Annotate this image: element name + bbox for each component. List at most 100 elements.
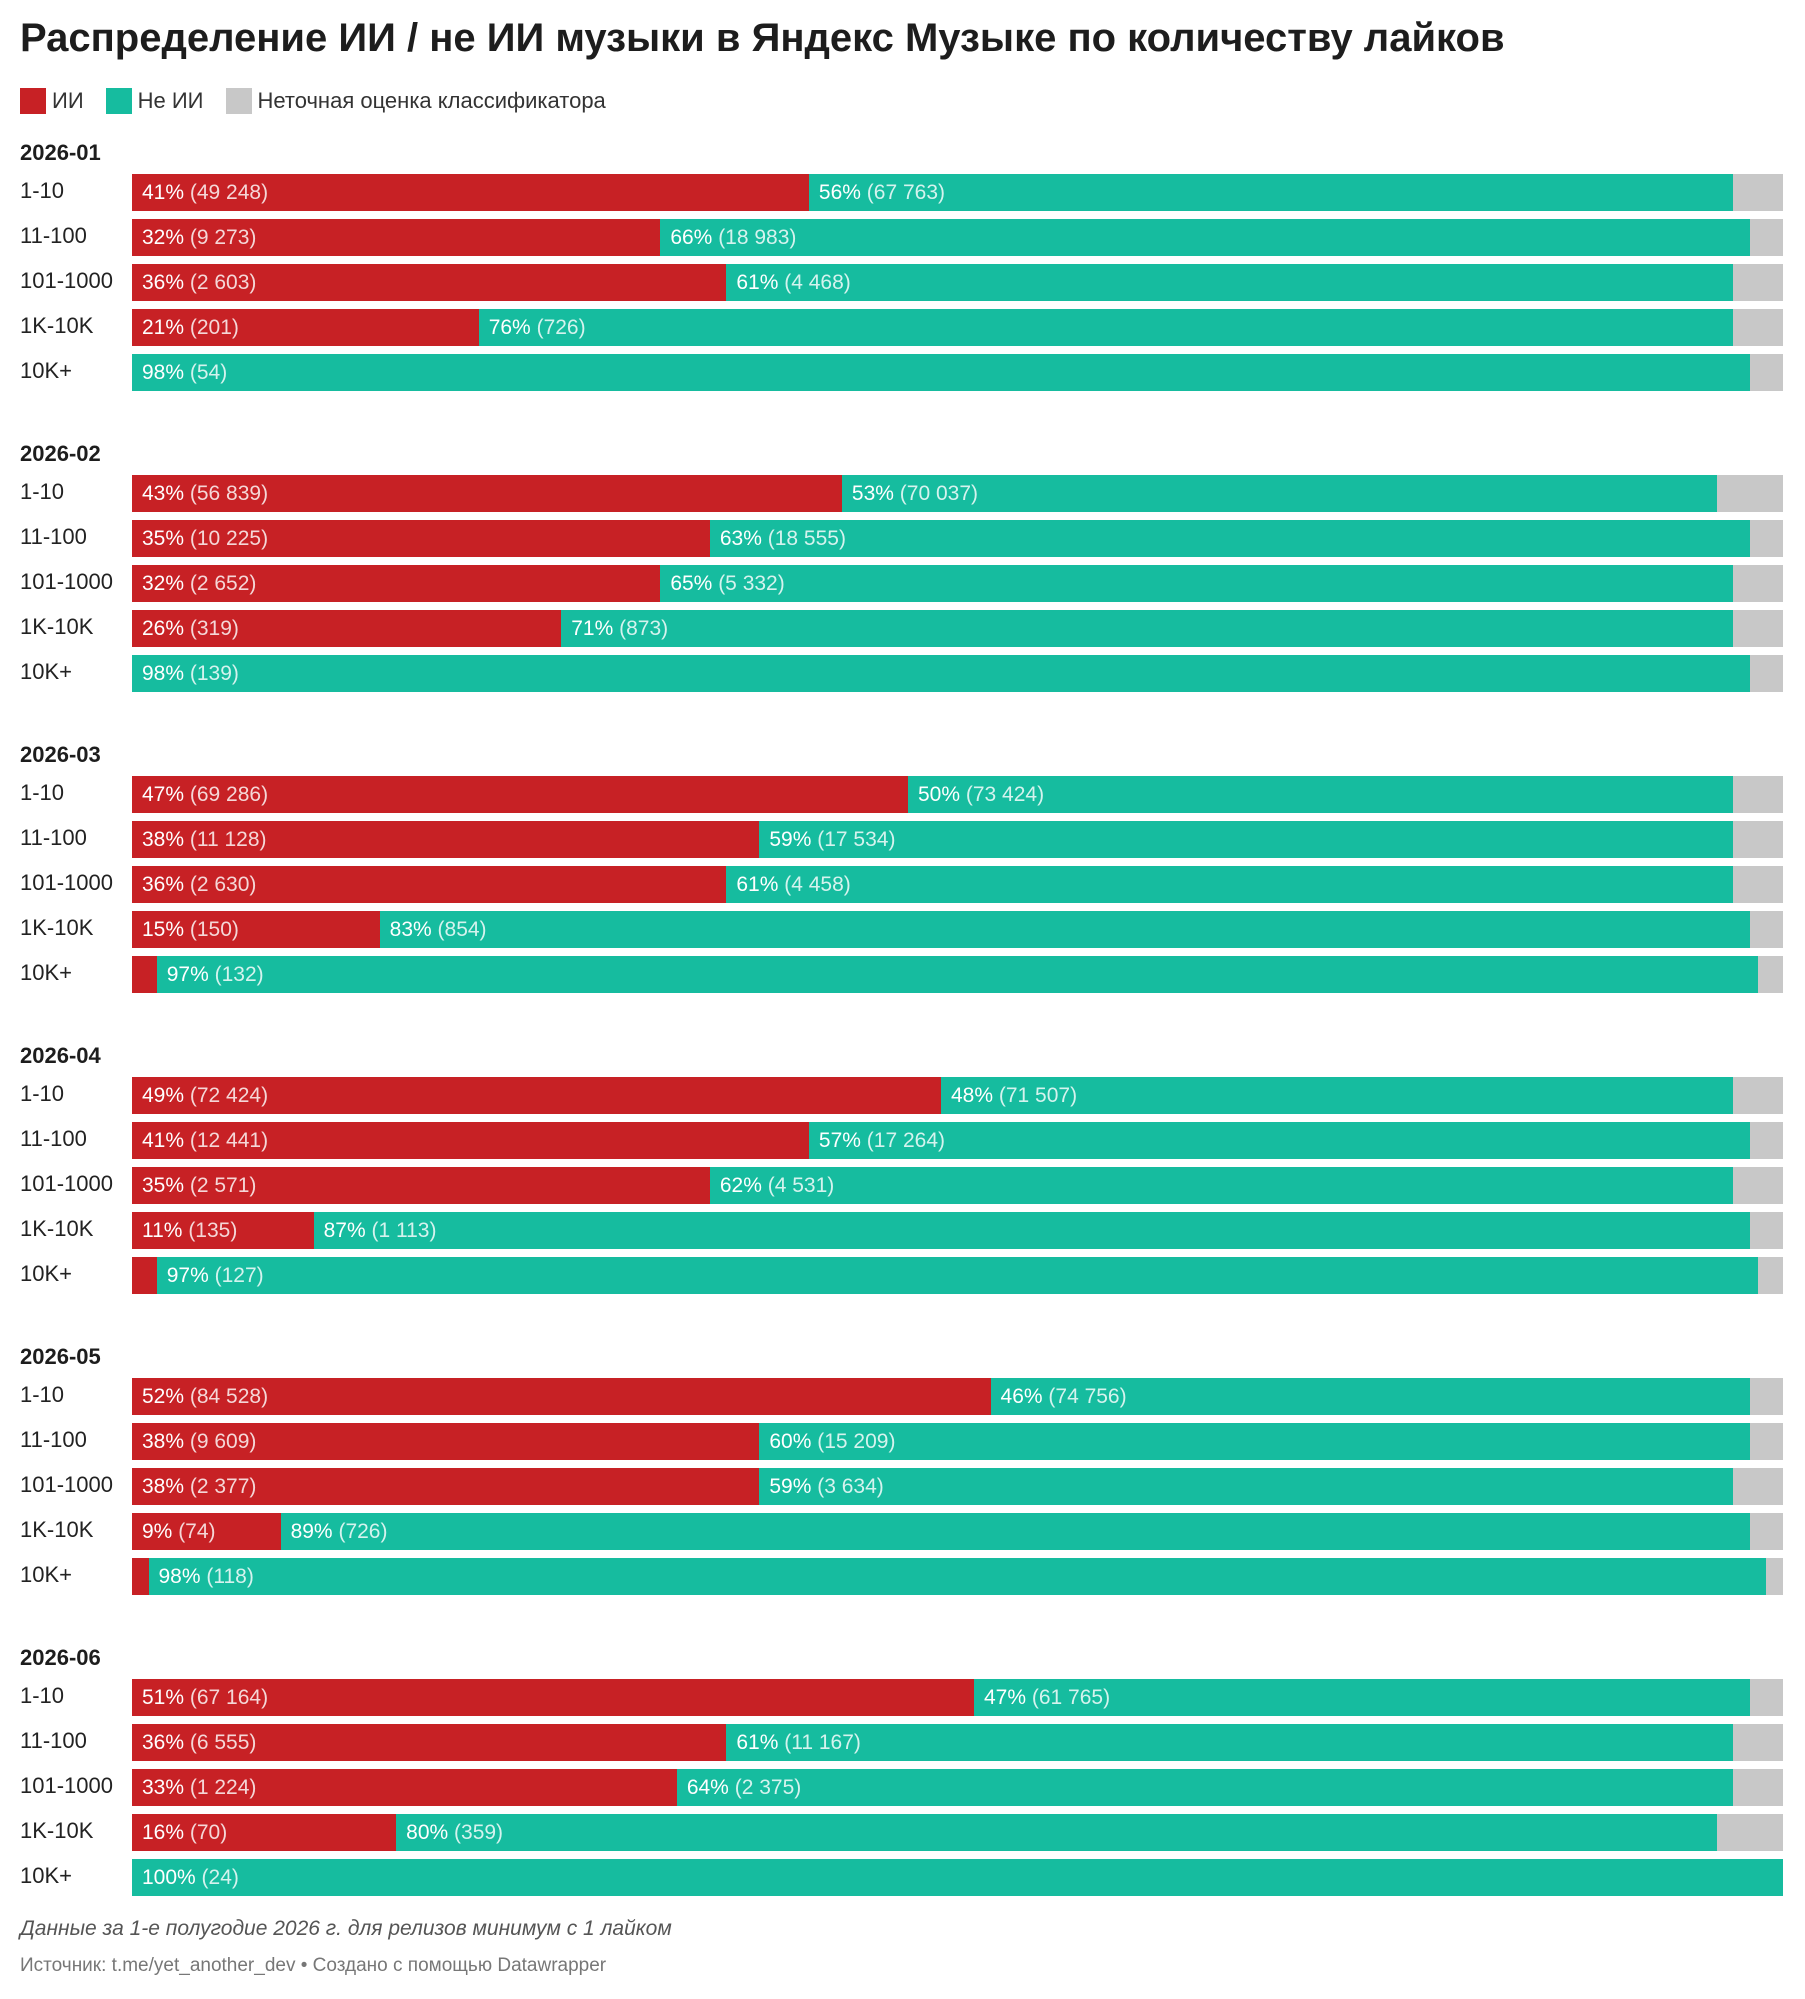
row-label: 101-1000: [20, 569, 113, 594]
legend-swatch-ai: [20, 88, 46, 114]
row-label: 1K-10K: [20, 1818, 94, 1843]
month-label: 2026-02: [20, 441, 101, 466]
bar-row: 41% (49 248) 56% (67 763): [132, 174, 1783, 211]
bar-segment-ai: 26% (319): [132, 610, 562, 647]
bar-segment-non-ai-label: 61% (11 167): [736, 1731, 861, 1754]
bar-segment-non-ai-label: 61% (4 458): [736, 873, 851, 896]
bar-segment-non-ai: 98% (118): [148, 1558, 1767, 1595]
legend-label-uncertain: Неточная оценка классификатора: [257, 88, 606, 113]
bar-segment-uncertain: [1749, 1423, 1783, 1460]
bar-segment-uncertain: [1766, 1558, 1783, 1595]
bar-segment-non-ai-label: 64% (2 375): [686, 1776, 802, 1799]
bar-segment-non-ai-label: 46% (74 756): [1000, 1385, 1127, 1408]
bar-segment-ai-label: 38% (11 128): [142, 828, 267, 851]
bar-segment-ai: 49% (72 424): [132, 1077, 941, 1114]
bar-segment-ai: 41% (49 248): [132, 174, 809, 211]
bar-row: 51% (67 164) 47% (61 765): [132, 1679, 1783, 1716]
row-label: 10K+: [20, 358, 72, 383]
chart-note: Данные за 1-е полугодие 2026 г. для рели…: [20, 1917, 672, 1940]
bar-row: 32% (9 273) 66% (18 983): [132, 219, 1783, 256]
bar-segment-ai-label: 35% (2 571): [142, 1174, 257, 1197]
bar-row: 98% (139): [132, 655, 1783, 692]
bar-row: 38% (9 609) 60% (15 209): [132, 1423, 1783, 1460]
bar-row: 16% (70) 80% (359): [132, 1814, 1783, 1851]
row-label: 10K+: [20, 1863, 72, 1888]
bar-segment-non-ai: 50% (73 424): [907, 776, 1734, 813]
legend-label-ai: ИИ: [52, 88, 84, 113]
legend-swatch-uncertain: [225, 88, 252, 114]
row-label: 1K-10K: [20, 313, 94, 338]
bar-segment-non-ai: 64% (2 375): [676, 1769, 1734, 1806]
bar-row: 52% (84 528) 46% (74 756): [132, 1378, 1783, 1415]
bar-segment-ai: 51% (67 164): [132, 1679, 974, 1716]
bar-segment-ai: 38% (9 609): [132, 1423, 760, 1460]
row-label: 11-100: [20, 223, 87, 248]
bar-segment-uncertain: [1733, 776, 1783, 813]
bar-row: 36% (6 555) 61% (11 167): [132, 1724, 1783, 1761]
bar-row: 36% (2 630) 61% (4 458): [132, 866, 1783, 903]
bar-row: 47% (69 286) 50% (73 424): [132, 776, 1783, 813]
row-label: 101-1000: [20, 1773, 113, 1798]
bar-segment-non-ai-label: 71% (873): [571, 617, 669, 640]
bar-row: 41% (12 441) 57% (17 264): [132, 1122, 1783, 1159]
bar-segment-uncertain: [1749, 1212, 1783, 1249]
bar-segment-ai-label: 33% (1 224): [142, 1776, 257, 1799]
bar-segment-ai-label: 47% (69 286): [142, 783, 269, 806]
bar-segment-non-ai: 66% (18 983): [660, 219, 1750, 256]
bar-segment-non-ai: 83% (854): [379, 911, 1750, 948]
row-label: 10K+: [20, 659, 72, 684]
bar-segment-non-ai: 59% (17 534): [759, 821, 1734, 858]
bar-segment-non-ai: 87% (1 113): [313, 1212, 1750, 1249]
legend-label-non-ai: Не ИИ: [137, 88, 204, 113]
legend-item-ai: ИИ: [20, 88, 84, 114]
bar-segment-non-ai: 56% (67 763): [808, 174, 1734, 211]
bar-segment-ai: 36% (2 630): [132, 866, 727, 903]
bar-segment-uncertain: [1749, 1122, 1783, 1159]
row-label: 10K+: [20, 1261, 72, 1286]
row-label: 1K-10K: [20, 614, 94, 639]
bar-segment-ai: 32% (2 652): [132, 565, 661, 602]
bar-segment-uncertain: [1733, 821, 1783, 858]
bar-segment-non-ai-label: 100% (24): [142, 1866, 239, 1889]
bar-segment-non-ai: 62% (4 531): [709, 1167, 1734, 1204]
bar-row: 11% (135) 87% (1 113): [132, 1212, 1783, 1249]
bar-segment-ai-label: 43% (56 839): [142, 482, 269, 505]
bar-segment-non-ai-label: 97% (127): [166, 1264, 264, 1287]
bar-segment-uncertain: [1749, 354, 1783, 391]
legend-item-uncertain: Неточная оценка классификатора: [225, 88, 606, 114]
bar-row: 15% (150) 83% (854): [132, 911, 1783, 948]
bar-segment-uncertain: [1749, 1513, 1783, 1550]
bar-segment-uncertain: [1749, 655, 1783, 692]
row-label: 11-100: [20, 1427, 87, 1452]
bar-segment-ai: 38% (11 128): [132, 821, 760, 858]
bar-segment-non-ai: 97% (127): [156, 1257, 1759, 1294]
bar-segment-uncertain: [1749, 1378, 1783, 1415]
bar-segment-non-ai-label: 97% (132): [166, 963, 264, 986]
bar-segment-uncertain: [1749, 219, 1783, 256]
row-label: 101-1000: [20, 1171, 113, 1196]
bar-segment-non-ai-label: 63% (18 555): [719, 527, 846, 550]
bar-row: 98% (118): [132, 1558, 1783, 1595]
bar-segment-non-ai: 47% (61 765): [974, 1679, 1750, 1716]
bar-segment-uncertain: [1758, 1257, 1783, 1294]
bar-segment-non-ai-label: 56% (67 763): [818, 181, 945, 204]
bar-segment-ai-label: 15% (150): [142, 918, 239, 941]
bar-segment-ai: 15% (150): [132, 911, 380, 948]
bar-segment-ai-label: 11% (135): [142, 1219, 238, 1242]
bar-segment-ai-label: 21% (201): [142, 316, 239, 339]
month-label: 2026-06: [20, 1645, 101, 1670]
bar-segment-non-ai-label: 59% (17 534): [769, 828, 896, 851]
bar-row: 33% (1 224) 64% (2 375): [132, 1769, 1783, 1806]
bar-segment-non-ai: 65% (5 332): [660, 565, 1734, 602]
bar-segment-ai: [132, 1558, 149, 1595]
bar-segment-ai: 32% (9 273): [132, 219, 661, 256]
bar-segment-ai: 33% (1 224): [132, 1769, 677, 1806]
bar-segment-ai-label: 16% (70): [142, 1821, 228, 1844]
bar-segment-ai-label: 35% (10 225): [142, 527, 269, 550]
bar-segment-ai: 36% (2 603): [132, 264, 727, 301]
bar-segment-non-ai-label: 61% (4 468): [736, 271, 851, 294]
bar-segment-uncertain: [1733, 264, 1783, 301]
bar-segment-non-ai: 98% (54): [132, 354, 1750, 391]
bar-segment-non-ai: 60% (15 209): [759, 1423, 1750, 1460]
row-label: 11-100: [20, 1126, 87, 1151]
